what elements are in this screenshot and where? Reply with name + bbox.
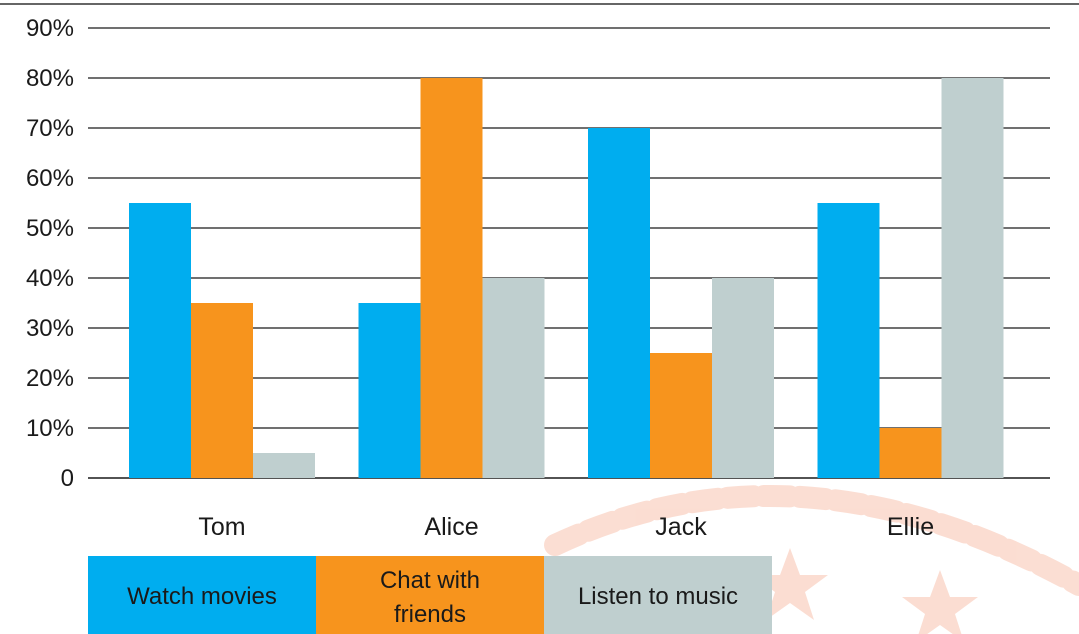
bar-alice-watch-movies: [358, 303, 421, 478]
legend-label: Listen to music: [578, 583, 738, 610]
y-tick-label: 40%: [26, 265, 74, 292]
bar-ellie-listen-to-music: [941, 78, 1004, 478]
y-tick-label: 20%: [26, 365, 74, 392]
y-tick-label: 70%: [26, 115, 74, 142]
legend-label: Chat with friends: [380, 567, 480, 628]
x-axis-ticks: Tom Alice Jack Ellie: [198, 513, 934, 541]
bar-ellie-watch-movies: [817, 203, 880, 478]
bar-jack-chat-with-friends: [650, 353, 712, 478]
legend-swatch: [88, 556, 316, 634]
bars: [129, 78, 1004, 478]
y-tick-label: 60%: [26, 165, 74, 192]
watermark-seal: [544, 485, 1079, 634]
x-tick-label: Alice: [424, 513, 478, 541]
bar-jack-watch-movies: [588, 128, 650, 478]
bar-ellie-chat-with-friends: [879, 428, 942, 478]
y-tick-label: 0: [61, 465, 74, 492]
y-tick-label: 50%: [26, 215, 74, 242]
y-tick-label: 90%: [26, 15, 74, 42]
x-tick-label: Jack: [655, 513, 707, 541]
watermark-star-right: [902, 570, 978, 634]
legend-swatch: [316, 556, 544, 634]
y-tick-label: 30%: [26, 315, 74, 342]
bar-alice-listen-to-music: [482, 278, 545, 478]
y-axis-ticks: 0 10% 20% 30% 40% 50% 60% 70% 80% 90%: [26, 15, 74, 492]
y-tick-label: 10%: [26, 415, 74, 442]
y-tick-label: 80%: [26, 65, 74, 92]
x-tick-label: Ellie: [887, 513, 934, 541]
legend-swatch: [544, 556, 772, 634]
bar-jack-listen-to-music: [712, 278, 774, 478]
bar-tom-chat-with-friends: [191, 303, 253, 478]
bar-alice-chat-with-friends: [420, 78, 483, 478]
legend: Watch movies Chat with friends Listen to mu…: [88, 556, 772, 634]
watermark-star-left: [752, 548, 828, 620]
legend-label: Watch movies: [127, 583, 277, 610]
x-tick-label: Tom: [198, 513, 245, 541]
watermark-arc: [544, 485, 1079, 596]
bar-tom-watch-movies: [129, 203, 191, 478]
bar-tom-listen-to-music: [253, 453, 315, 478]
